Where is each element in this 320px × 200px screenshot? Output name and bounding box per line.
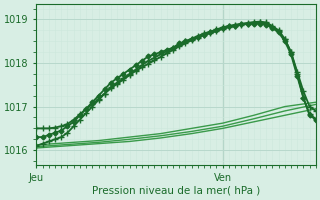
X-axis label: Pression niveau de la mer( hPa ): Pression niveau de la mer( hPa ) — [92, 186, 260, 196]
